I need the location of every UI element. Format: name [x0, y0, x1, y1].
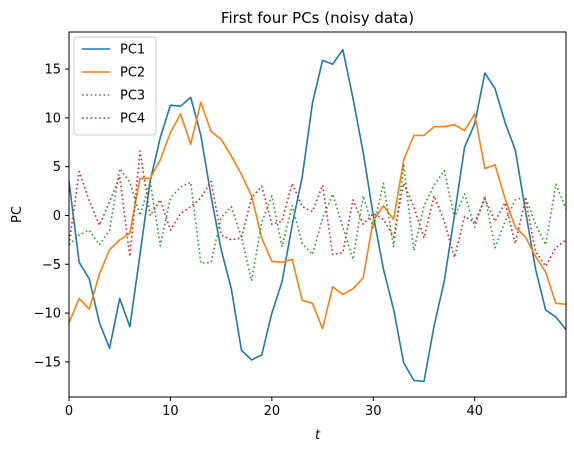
series-layer — [69, 48, 566, 383]
legend-label-pc3: PC3 — [120, 89, 145, 104]
x-tick-label: 40 — [466, 404, 483, 419]
legend-label-pc4: PC4 — [120, 112, 145, 127]
chart-title: First four PCs (noisy data) — [221, 9, 414, 27]
x-tick-label: 10 — [162, 404, 179, 419]
plot-frame — [68, 31, 567, 398]
y-tick-label: −10 — [34, 307, 61, 322]
y-tick-label: 10 — [44, 111, 61, 126]
legend-box — [73, 36, 157, 136]
series-line-pc2 — [69, 101, 566, 330]
x-axis-title: t — [315, 428, 321, 443]
series-line-pc4 — [69, 150, 566, 268]
x-tick-label: 20 — [264, 404, 281, 419]
legend-label-pc2: PC2 — [120, 66, 145, 81]
y-tick-label: 15 — [44, 63, 61, 78]
legend: PC1 PC2 PC3 PC4 — [73, 36, 157, 136]
y-axis: −15 −10 −5 0 5 10 15 — [34, 63, 69, 370]
y-tick-label: 0 — [53, 209, 61, 224]
series-line-pc3 — [69, 164, 566, 282]
y-tick-label: −15 — [34, 355, 61, 370]
y-tick-label: 5 — [53, 160, 61, 175]
y-axis-title: PC — [10, 206, 25, 223]
legend-label-pc1: PC1 — [120, 43, 145, 58]
x-tick-label: 0 — [65, 404, 73, 419]
x-tick-label: 30 — [365, 404, 382, 419]
x-axis: 0 10 20 30 40 — [65, 397, 483, 419]
y-tick-label: −5 — [42, 258, 61, 273]
